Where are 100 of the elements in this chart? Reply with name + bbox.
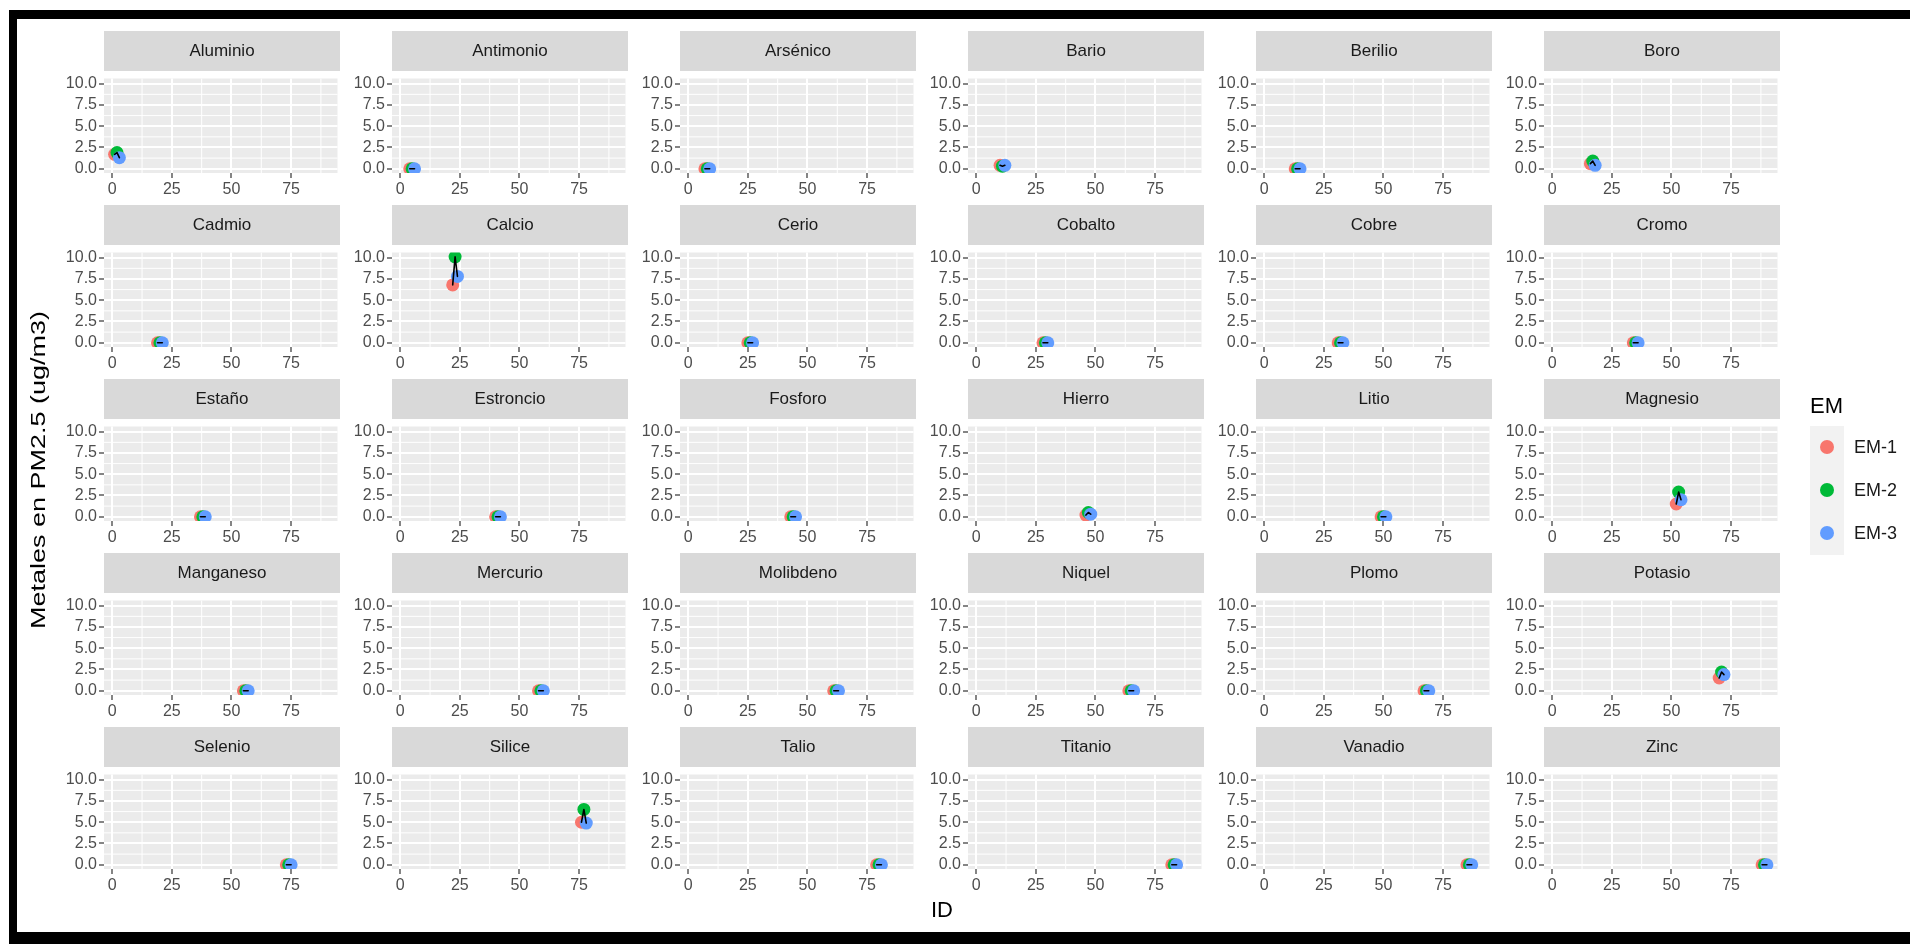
x-tick-label: 50 (1374, 354, 1393, 372)
chart-title: Cobalto (1056, 215, 1116, 234)
y-tick-label: 5.0 (1226, 116, 1250, 134)
x-tick-label: 25 (162, 876, 181, 894)
x-tick-label: 75 (1146, 702, 1165, 720)
x-tick-label: 75 (282, 876, 301, 894)
y-tick-label: 5.0 (938, 116, 962, 134)
y-tick-label: 0.0 (362, 507, 386, 525)
y-tick-label: 2.5 (938, 833, 962, 851)
y-tick-label: 0.0 (650, 333, 674, 351)
x-tick-label: 75 (858, 702, 877, 720)
y-tick-label: 5.0 (938, 464, 962, 482)
y-tick-label: 5.0 (650, 116, 674, 134)
chart-title: Magnesio (1625, 389, 1699, 408)
y-tick-label: 2.5 (938, 659, 962, 677)
x-tick-label: 75 (1722, 354, 1741, 372)
y-tick-label: 10.0 (65, 596, 98, 614)
y-tick-label: 5.0 (74, 638, 98, 656)
x-tick-label: 25 (1314, 180, 1333, 198)
chart-title: Estroncio (474, 389, 546, 408)
y-tick-label: 2.5 (650, 311, 674, 329)
y-tick-label: 10.0 (929, 248, 962, 266)
chart-title: Cadmio (192, 215, 252, 234)
chart-title: Boro (1644, 41, 1680, 60)
y-tick-label: 5.0 (1226, 290, 1250, 308)
x-tick-label: 75 (858, 354, 877, 372)
chart-title: Potasio (1633, 563, 1691, 582)
x-tick-label: 75 (858, 876, 877, 894)
x-tick-label: 50 (1662, 528, 1681, 546)
y-tick-label: 7.5 (1226, 617, 1250, 635)
x-tick-label: 0 (107, 528, 117, 546)
y-tick-label: 5.0 (74, 464, 98, 482)
x-tick-label: 50 (510, 528, 529, 546)
y-tick-label: 7.5 (1514, 443, 1538, 461)
y-tick-label: 7.5 (1514, 791, 1538, 809)
x-tick-label: 0 (683, 876, 693, 894)
x-tick-label: 0 (1547, 876, 1557, 894)
y-tick-label: 5.0 (1226, 812, 1250, 830)
x-tick-label: 50 (1086, 702, 1105, 720)
x-tick-label: 75 (570, 354, 589, 372)
y-tick-label: 5.0 (938, 290, 962, 308)
y-tick-label: 0.0 (362, 855, 386, 873)
y-tick-label: 5.0 (362, 290, 386, 308)
x-tick-label: 25 (1026, 180, 1045, 198)
x-tick-label: 75 (858, 180, 877, 198)
y-tick-label: 0.0 (938, 159, 962, 177)
chart-title: Arsénico (764, 41, 832, 60)
y-tick-label: 10.0 (65, 248, 98, 266)
y-tick-label: 0.0 (74, 159, 98, 177)
y-tick-label: 0.0 (938, 855, 962, 873)
x-tick-label: 50 (222, 528, 241, 546)
y-tick-label: 7.5 (1226, 95, 1250, 113)
chart-title: Plomo (1349, 563, 1399, 582)
y-tick-label: 0.0 (938, 333, 962, 351)
chart-title: Bario (1066, 41, 1106, 60)
y-tick-label: 0.0 (74, 507, 98, 525)
chart-title: Titanio (1060, 737, 1112, 756)
x-tick-label: 25 (738, 180, 757, 198)
y-tick-label: 7.5 (938, 791, 962, 809)
y-tick-label: 0.0 (74, 333, 98, 351)
x-tick-label: 75 (1434, 876, 1453, 894)
x-tick-label: 50 (1662, 876, 1681, 894)
x-tick-label: 25 (1026, 876, 1045, 894)
chart-title: Niquel (1061, 563, 1111, 582)
x-axis-title: ID (931, 897, 953, 923)
y-tick-label: 2.5 (1226, 833, 1250, 851)
x-tick-label: 25 (738, 354, 757, 372)
legend-label: EM-3 (1854, 522, 1898, 544)
y-tick-label: 0.0 (1226, 507, 1250, 525)
chart-title: Vanadio (1343, 737, 1405, 756)
x-tick-label: 50 (798, 354, 817, 372)
y-tick-label: 5.0 (938, 812, 962, 830)
y-tick-label: 7.5 (650, 95, 674, 113)
x-tick-label: 75 (570, 876, 589, 894)
y-tick-label: 0.0 (938, 507, 962, 525)
x-tick-label: 75 (1146, 180, 1165, 198)
x-tick-label: 0 (1547, 354, 1557, 372)
y-tick-label: 7.5 (650, 443, 674, 461)
chart-title: Calcio (486, 215, 534, 234)
y-tick-label: 2.5 (1226, 311, 1250, 329)
y-tick-label: 5.0 (362, 638, 386, 656)
legend-title: EM (1810, 392, 1843, 418)
x-tick-label: 25 (450, 702, 469, 720)
x-tick-label: 25 (1602, 876, 1621, 894)
x-tick-label: 50 (510, 702, 529, 720)
y-tick-label: 0.0 (362, 681, 386, 699)
y-tick-label: 7.5 (650, 269, 674, 287)
y-tick-label: 0.0 (362, 333, 386, 351)
y-tick-label: 7.5 (74, 617, 98, 635)
y-tick-label: 0.0 (1226, 855, 1250, 873)
y-tick-label: 10.0 (65, 422, 98, 440)
y-tick-label: 10.0 (1505, 770, 1538, 788)
y-tick-label: 2.5 (74, 137, 98, 155)
y-tick-label: 5.0 (1514, 812, 1538, 830)
x-tick-label: 50 (510, 354, 529, 372)
chart-title: Manganeso (177, 563, 267, 582)
chart-title: Fosforo (769, 389, 827, 408)
y-tick-label: 7.5 (362, 617, 386, 635)
y-tick-label: 5.0 (1514, 638, 1538, 656)
x-tick-label: 25 (1602, 528, 1621, 546)
